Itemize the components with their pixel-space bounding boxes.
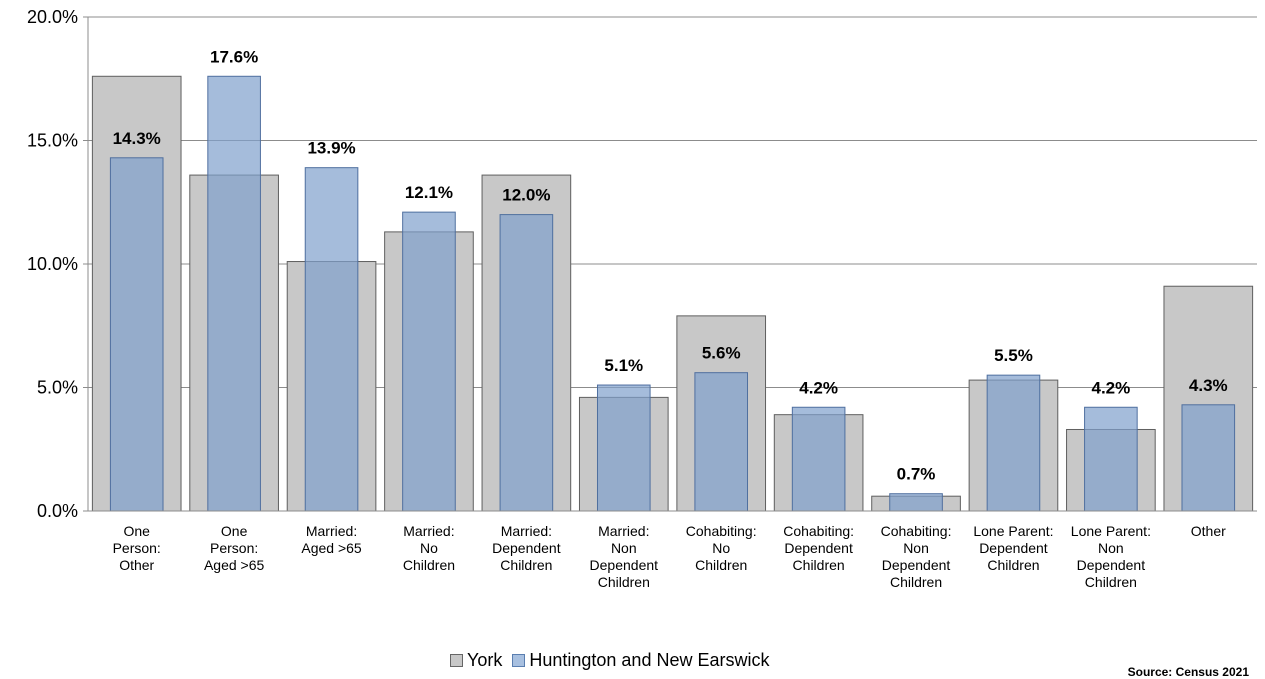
- category-label-line: Children: [695, 557, 747, 573]
- legend-swatch-york: [450, 654, 463, 667]
- data-label: 5.5%: [994, 346, 1033, 365]
- category-label-line: Non: [611, 540, 637, 556]
- york-bars: [91, 75, 1254, 512]
- category-label-line: Cohabiting:: [881, 523, 952, 539]
- category-label-line: Married:: [403, 523, 454, 539]
- bar-huntington: [1181, 404, 1236, 512]
- category-label: One Person: Other: [113, 523, 161, 573]
- category-label: One Person: Aged >65: [204, 523, 265, 573]
- category-label: Other: [1191, 523, 1226, 539]
- category-label-line: Married:: [501, 523, 552, 539]
- category-label-line: Children: [598, 574, 650, 590]
- category-label-line: Children: [793, 557, 845, 573]
- category-label-line: Children: [890, 574, 942, 590]
- category-label-line: Children: [987, 557, 1039, 573]
- bar-huntington: [304, 167, 359, 512]
- bar-huntington: [109, 157, 164, 512]
- y-tick-label: 10.0%: [27, 254, 78, 274]
- grid-lines: [88, 16, 1257, 388]
- y-tick-label: 0.0%: [37, 501, 78, 521]
- category-label-line: Cohabiting:: [783, 523, 854, 539]
- bar-huntington: [889, 493, 943, 512]
- data-label: 4.3%: [1189, 376, 1228, 395]
- legend: York Huntington and New Earswick: [450, 650, 769, 671]
- category-label-line: Aged >65: [204, 557, 265, 573]
- category-label-line: Person:: [210, 540, 258, 556]
- category-label-line: Married:: [598, 523, 649, 539]
- category-label-line: No: [712, 540, 730, 556]
- huntington-bars: [109, 75, 1236, 512]
- category-label-line: Other: [1191, 523, 1226, 539]
- category-label-line: Dependent: [979, 540, 1048, 556]
- data-label: 4.2%: [1092, 378, 1131, 397]
- category-label-line: Non: [903, 540, 929, 556]
- data-label: 14.3%: [113, 129, 161, 148]
- y-tick-label: 15.0%: [27, 131, 78, 151]
- category-label: Cohabiting: No Children: [686, 523, 757, 573]
- category-label-line: Children: [1085, 574, 1137, 590]
- category-label-line: Other: [119, 557, 154, 573]
- category-label: Lone Parent: Dependent Children: [973, 523, 1053, 573]
- category-label-line: Lone Parent:: [973, 523, 1053, 539]
- source-note: Source: Census 2021: [1127, 665, 1249, 679]
- category-label-line: Lone Parent:: [1071, 523, 1151, 539]
- axes: [87, 17, 1257, 512]
- y-tick-label: 5.0%: [37, 378, 78, 398]
- category-label-line: One: [221, 523, 248, 539]
- category-label-line: Children: [403, 557, 455, 573]
- category-label-line: Dependent: [590, 557, 659, 573]
- category-label-line: Married:: [306, 523, 357, 539]
- y-tick-label: 20.0%: [27, 7, 78, 27]
- category-label: Married: Non Dependent Children: [590, 523, 659, 590]
- category-label-line: Non: [1098, 540, 1124, 556]
- category-label: Married: Dependent Children: [492, 523, 561, 573]
- category-label-line: Dependent: [784, 540, 853, 556]
- data-label: 13.9%: [307, 139, 355, 158]
- category-label: Cohabiting: Non Dependent Children: [881, 523, 952, 590]
- category-label: Married: Aged >65: [301, 523, 362, 556]
- data-label: 0.7%: [897, 465, 936, 484]
- category-label: Cohabiting: Dependent Children: [783, 523, 854, 573]
- legend-item-york: York: [450, 650, 502, 671]
- data-label: 5.6%: [702, 344, 741, 363]
- category-label-line: Cohabiting:: [686, 523, 757, 539]
- category-label: Lone Parent: Non Dependent Children: [1071, 523, 1151, 590]
- bar-huntington: [596, 384, 651, 512]
- data-labels: 14.3% 17.6% 13.9% 12.1% 12.0% 5.1% 5.6% 4.2% 0.7…: [113, 47, 1228, 483]
- category-label-line: Dependent: [1077, 557, 1146, 573]
- legend-label-york: York: [467, 650, 503, 670]
- bar-huntington: [1084, 406, 1138, 512]
- bar-huntington: [207, 75, 261, 512]
- bar-huntington: [499, 214, 554, 512]
- data-label: 5.1%: [604, 356, 643, 375]
- data-label: 12.0%: [502, 186, 550, 205]
- category-label-line: Children: [500, 557, 552, 573]
- category-label: Married: No Children: [403, 523, 455, 573]
- bar-huntington: [986, 374, 1041, 512]
- data-label: 4.2%: [799, 378, 838, 397]
- data-label: 12.1%: [405, 183, 453, 202]
- data-label: 17.6%: [210, 47, 258, 66]
- bar-huntington: [402, 211, 456, 512]
- bar-huntington: [694, 372, 749, 512]
- legend-item-huntington: Huntington and New Earswick: [512, 650, 769, 671]
- category-label-line: Person:: [113, 540, 161, 556]
- bar-huntington: [791, 406, 846, 512]
- category-label-line: Dependent: [882, 557, 951, 573]
- y-axis-ticks: 0.0% 5.0% 10.0% 15.0% 20.0%: [27, 7, 88, 521]
- category-label-line: Aged >65: [301, 540, 362, 556]
- category-label-line: No: [420, 540, 438, 556]
- category-label-line: Dependent: [492, 540, 561, 556]
- category-label-line: One: [123, 523, 150, 539]
- legend-swatch-huntington: [512, 654, 526, 667]
- legend-label-huntington: Huntington and New Earswick: [529, 650, 770, 670]
